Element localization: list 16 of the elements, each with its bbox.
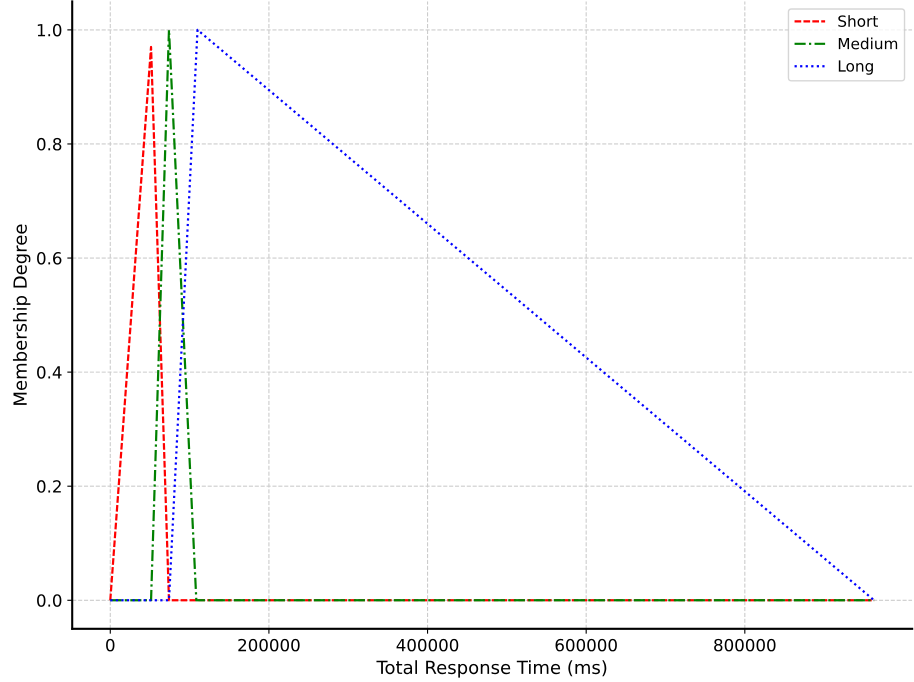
y-tick-label: 0.6 bbox=[37, 252, 62, 265]
legend-label: Short bbox=[838, 15, 878, 27]
legend-label: Medium bbox=[838, 38, 898, 50]
y-axis-title: Membership Degree bbox=[12, 224, 30, 405]
x-tick-label: 800000 bbox=[714, 638, 776, 652]
y-tick-label: 1.0 bbox=[38, 24, 62, 36]
x-tick-label: 200000 bbox=[238, 638, 300, 652]
y-tick-label: 0.2 bbox=[37, 480, 61, 493]
y-tick-label: 0.0 bbox=[37, 594, 62, 607]
x-tick-label: 400000 bbox=[396, 638, 458, 652]
x-tick-label: 600000 bbox=[556, 638, 617, 652]
legend-label: Long bbox=[838, 60, 873, 75]
y-tick-label: 0.8 bbox=[37, 138, 62, 151]
x-tick-label: 0 bbox=[106, 638, 114, 652]
y-tick-label: 0.4 bbox=[37, 366, 62, 379]
x-axis-title: Total Response Time (ms) bbox=[376, 660, 606, 678]
